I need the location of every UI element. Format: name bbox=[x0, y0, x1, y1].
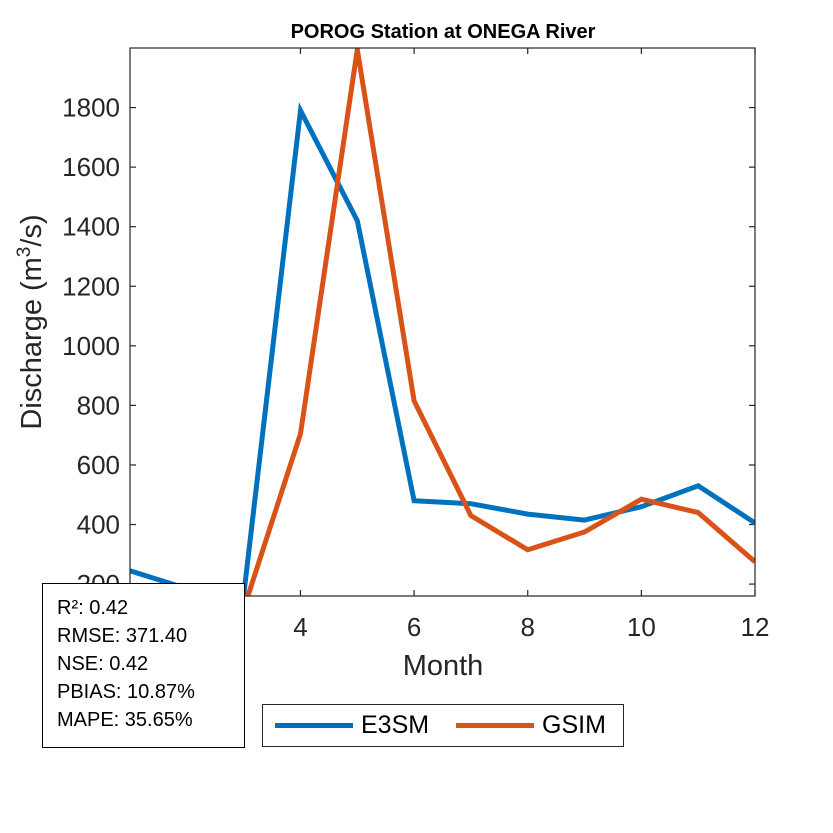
stats-box: R²: 0.42 RMSE: 371.40 NSE: 0.42 PBIAS: 1… bbox=[42, 583, 245, 748]
y-axis: 20040060080010001200140016001800 bbox=[62, 93, 755, 599]
chart-title: POROG Station at ONEGA River bbox=[291, 21, 596, 43]
y-tick-label: 1400 bbox=[62, 212, 120, 242]
y-tick-label: 800 bbox=[77, 390, 120, 420]
y-tick-label: 1200 bbox=[62, 271, 120, 301]
stat-rmse: RMSE: 371.40 bbox=[57, 625, 188, 647]
legend-swatch-gsim bbox=[456, 723, 534, 728]
stat-nse: NSE: 0.42 bbox=[57, 653, 149, 675]
legend: E3SM GSIM bbox=[262, 704, 624, 747]
plot-series bbox=[130, 48, 755, 596]
legend-swatch-e3sm bbox=[275, 723, 353, 728]
x-axis-label: Month bbox=[403, 650, 484, 682]
x-tick-label: 8 bbox=[520, 612, 534, 642]
x-tick-label: 10 bbox=[627, 612, 656, 642]
stat-mape: MAPE: 35.65% bbox=[57, 709, 193, 731]
series-line-e3sm bbox=[130, 102, 755, 596]
legend-label-gsim: GSIM bbox=[542, 711, 606, 739]
y-tick-label: 400 bbox=[77, 510, 120, 540]
x-tick-label: 12 bbox=[741, 612, 770, 642]
series-line-gsim bbox=[245, 48, 755, 596]
x-axis: 4 6 8 10 12 bbox=[293, 48, 769, 642]
plot-frame bbox=[129, 47, 756, 597]
y-tick-label: 1800 bbox=[62, 93, 120, 123]
y-tick-label: 1600 bbox=[62, 152, 120, 182]
x-tick-label: 4 bbox=[293, 612, 307, 642]
legend-label-e3sm: E3SM bbox=[361, 711, 430, 739]
legend-item-gsim: GSIM bbox=[456, 705, 606, 746]
stat-r2: R²: 0.42 bbox=[57, 597, 129, 619]
stat-pbias: PBIAS: 10.87% bbox=[57, 681, 195, 703]
y-axis-label: Discharge (m3/s) bbox=[14, 214, 48, 429]
y-tick-label: 1000 bbox=[62, 331, 120, 361]
y-tick-label: 600 bbox=[77, 450, 120, 480]
x-tick-label: 6 bbox=[407, 612, 421, 642]
legend-item-e3sm: E3SM bbox=[275, 705, 429, 746]
